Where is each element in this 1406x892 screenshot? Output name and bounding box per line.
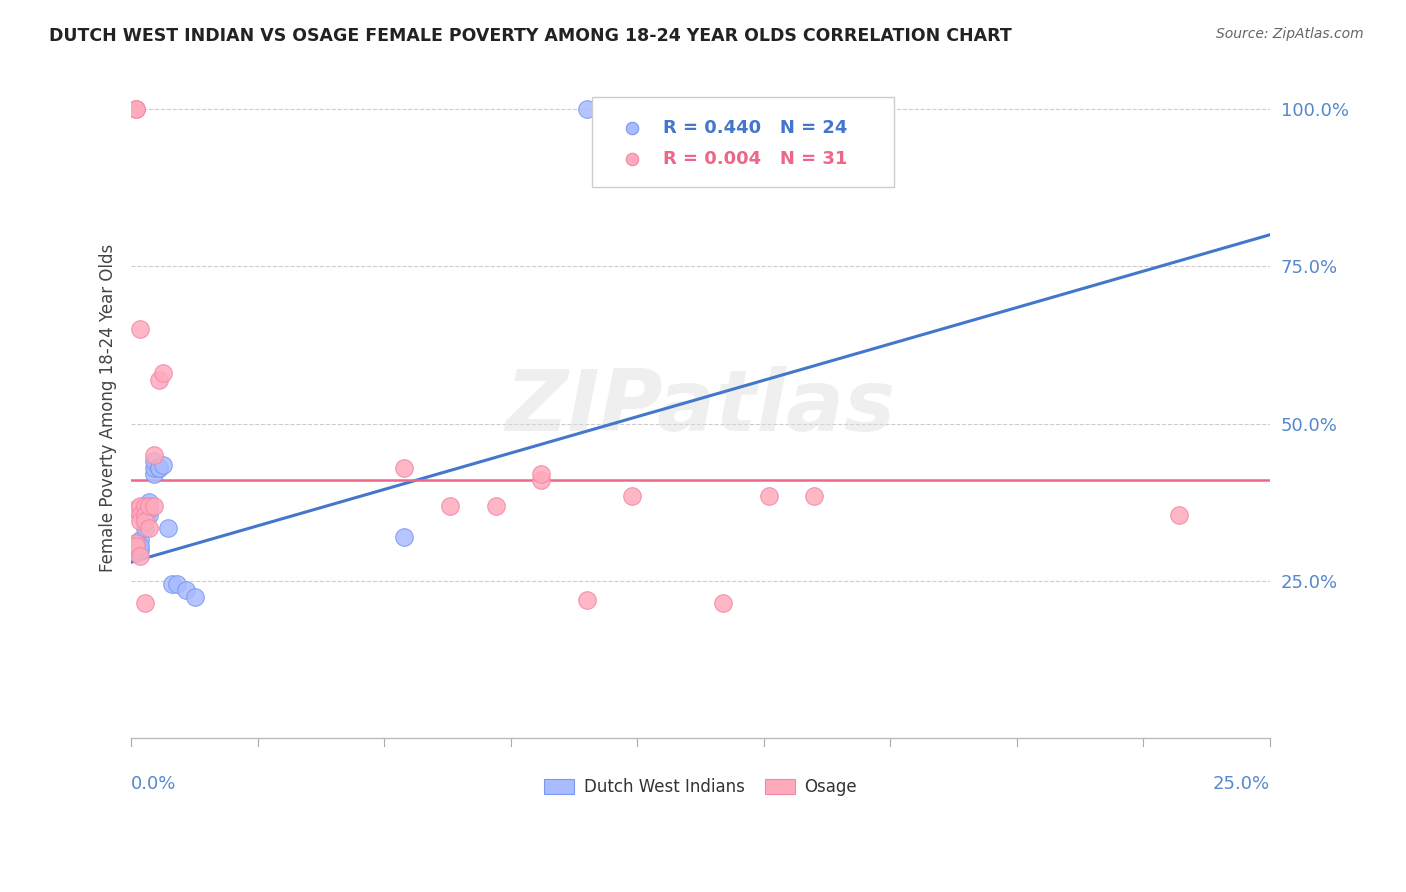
Point: [394, 460, 416, 475]
Point: [156, 520, 179, 534]
Point: [125, 102, 148, 116]
Point: [129, 549, 152, 563]
Point: [134, 505, 156, 519]
Point: [125, 536, 148, 550]
Point: [129, 514, 152, 528]
FancyBboxPatch shape: [592, 97, 894, 186]
Point: [530, 467, 553, 481]
Point: [134, 499, 156, 513]
Point: [160, 577, 183, 591]
Point: [138, 520, 160, 534]
Point: [575, 593, 598, 607]
Point: [129, 542, 152, 557]
Point: [621, 489, 644, 503]
Point: [148, 460, 170, 475]
Point: [143, 499, 166, 513]
Point: [143, 454, 166, 468]
Point: [143, 448, 166, 462]
Point: [758, 489, 780, 503]
Point: [711, 596, 734, 610]
Point: [484, 499, 506, 513]
Point: [125, 540, 148, 554]
Point: [134, 514, 156, 528]
Text: 25.0%: 25.0%: [1212, 775, 1270, 793]
Text: 0.0%: 0.0%: [131, 775, 177, 793]
Point: [174, 583, 197, 598]
Text: R = 0.440   N = 24: R = 0.440 N = 24: [662, 120, 848, 137]
Point: [134, 514, 156, 528]
Point: [138, 495, 160, 509]
Point: [148, 373, 170, 387]
Point: [152, 367, 174, 381]
Y-axis label: Female Poverty Among 18-24 Year Olds: Female Poverty Among 18-24 Year Olds: [100, 244, 117, 572]
Point: [129, 322, 152, 336]
Point: [125, 102, 148, 116]
Point: [125, 501, 148, 516]
Point: [129, 540, 152, 554]
Point: [129, 533, 152, 548]
Point: [148, 460, 170, 475]
Legend: Dutch West Indians, Osage: Dutch West Indians, Osage: [537, 772, 863, 803]
Point: [143, 467, 166, 481]
Point: [184, 590, 207, 604]
Point: [138, 501, 160, 516]
Point: [134, 508, 156, 522]
Text: R = 0.004   N = 31: R = 0.004 N = 31: [662, 150, 848, 168]
Point: [143, 460, 166, 475]
Text: Source: ZipAtlas.com: Source: ZipAtlas.com: [1216, 27, 1364, 41]
Point: [134, 596, 156, 610]
Point: [1167, 508, 1189, 522]
Point: [129, 508, 152, 522]
Point: [530, 473, 553, 487]
Point: [125, 546, 148, 560]
Point: [134, 520, 156, 534]
Point: [125, 536, 148, 550]
Point: [394, 530, 416, 544]
Point: [439, 499, 461, 513]
Point: [138, 499, 160, 513]
Point: [138, 508, 160, 522]
Point: [575, 102, 598, 116]
Text: ZIPatlas: ZIPatlas: [505, 367, 896, 450]
Point: [803, 489, 825, 503]
Text: DUTCH WEST INDIAN VS OSAGE FEMALE POVERTY AMONG 18-24 YEAR OLDS CORRELATION CHAR: DUTCH WEST INDIAN VS OSAGE FEMALE POVERT…: [49, 27, 1012, 45]
Point: [129, 499, 152, 513]
Point: [166, 577, 188, 591]
Point: [152, 458, 174, 472]
